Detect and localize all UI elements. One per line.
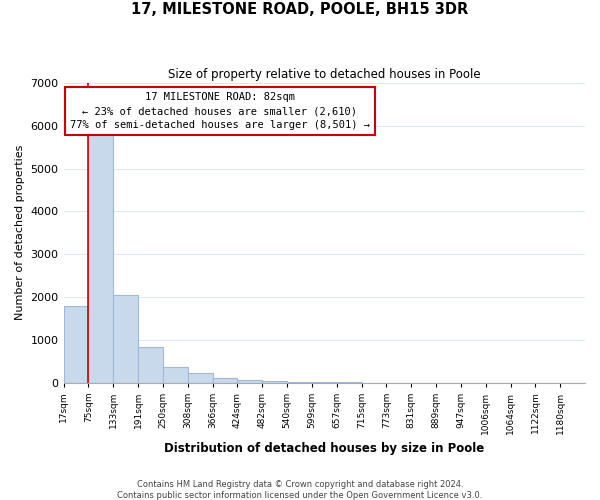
- Bar: [163, 366, 188, 382]
- Bar: [113, 295, 138, 382]
- Bar: [238, 380, 262, 382]
- Text: Contains HM Land Registry data © Crown copyright and database right 2024.
Contai: Contains HM Land Registry data © Crown c…: [118, 480, 482, 500]
- Bar: [188, 372, 212, 382]
- X-axis label: Distribution of detached houses by size in Poole: Distribution of detached houses by size …: [164, 442, 484, 455]
- Text: 17 MILESTONE ROAD: 82sqm
← 23% of detached houses are smaller (2,610)
77% of sem: 17 MILESTONE ROAD: 82sqm ← 23% of detach…: [70, 92, 370, 130]
- Bar: [88, 135, 113, 382]
- Y-axis label: Number of detached properties: Number of detached properties: [15, 145, 25, 320]
- Bar: [262, 381, 287, 382]
- Bar: [212, 378, 238, 382]
- Title: Size of property relative to detached houses in Poole: Size of property relative to detached ho…: [168, 68, 481, 80]
- Text: 17, MILESTONE ROAD, POOLE, BH15 3DR: 17, MILESTONE ROAD, POOLE, BH15 3DR: [131, 2, 469, 18]
- Bar: [64, 306, 88, 382]
- Bar: [138, 346, 163, 382]
